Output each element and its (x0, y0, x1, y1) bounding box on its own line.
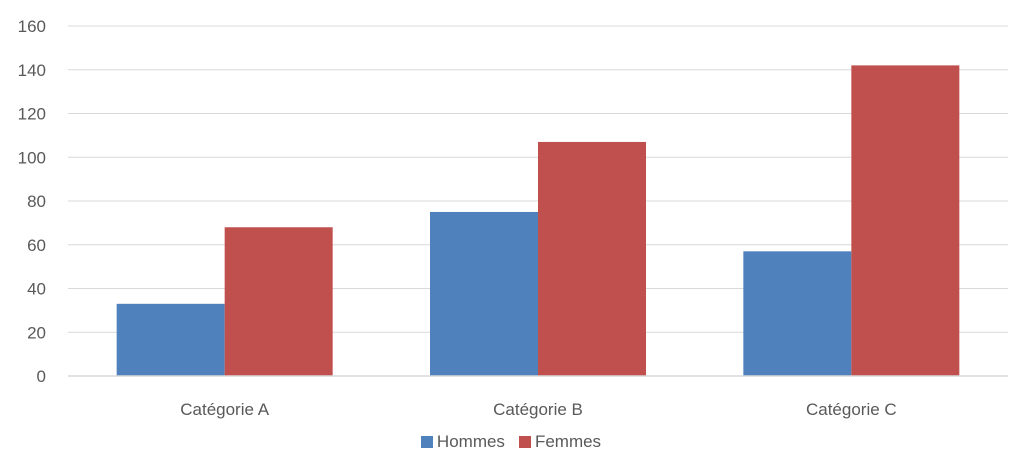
legend-label-femmes: Femmes (534, 432, 602, 451)
x-axis-category-labels: Catégorie A Catégorie B Catégorie C (180, 400, 896, 419)
legend-swatch-hommes (420, 436, 433, 448)
legend-item-hommes: Hommes (420, 432, 505, 452)
y-tick-label: 160 (18, 17, 46, 36)
y-tick-label: 80 (27, 192, 46, 211)
y-tick-label: 40 (27, 280, 46, 299)
x-category-label: Catégorie A (180, 400, 269, 419)
x-category-label: Catégorie B (493, 400, 583, 419)
y-tick-label: 20 (27, 323, 46, 342)
y-tick-label: 100 (18, 148, 46, 167)
legend-label-hommes: Hommes (436, 432, 505, 451)
legend-item-femmes: Femmes (518, 432, 602, 452)
bar-femmes-2 (538, 141, 646, 376)
y-tick-label: 140 (18, 61, 46, 80)
bar-hommes-1 (116, 303, 225, 376)
bar-femmes-3 (851, 65, 960, 376)
bar-hommes-2 (430, 211, 538, 376)
y-tick-label: 0 (37, 367, 46, 386)
y-tick-label: 120 (18, 105, 46, 124)
x-category-label: Catégorie C (806, 400, 897, 419)
y-axis-tick-labels: 0 20 40 60 80 100 120 140 160 (18, 17, 46, 386)
y-tick-label: 60 (27, 236, 46, 255)
legend-swatch-femmes (518, 436, 531, 448)
bars (116, 65, 960, 376)
legend: Hommes Femmes (0, 432, 1022, 452)
bar-hommes-3 (743, 251, 852, 376)
bar-femmes-1 (224, 227, 333, 376)
